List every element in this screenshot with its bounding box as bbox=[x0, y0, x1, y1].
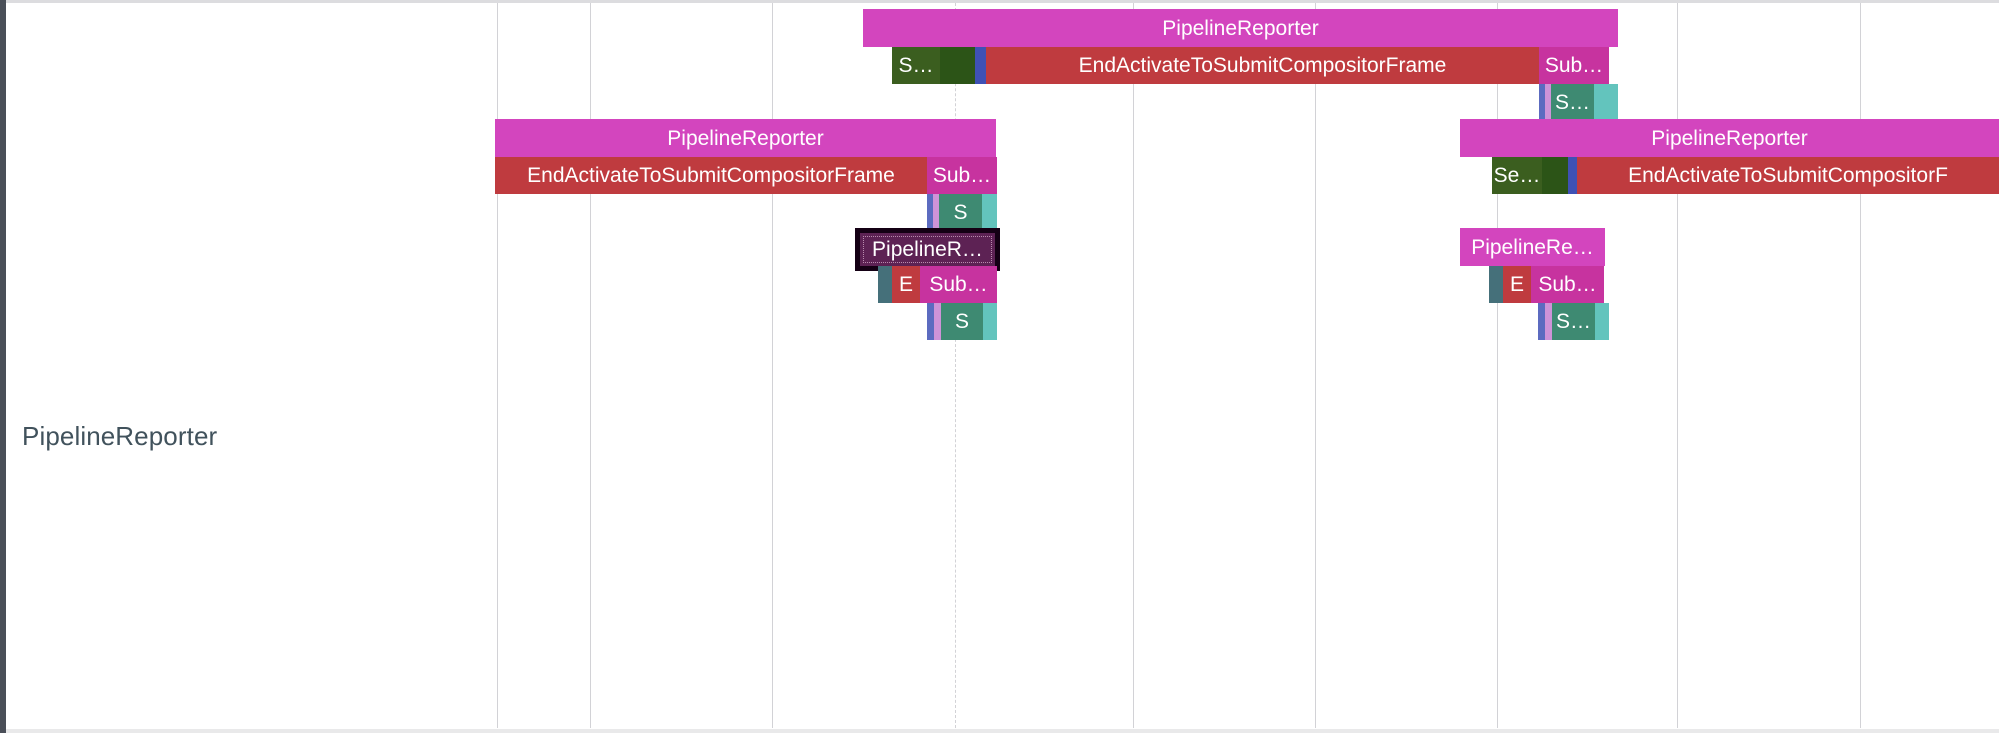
pipeline-reporter-bar[interactable]: PipelineRe… bbox=[1460, 228, 1605, 266]
submit-block[interactable]: Sub… bbox=[920, 266, 997, 303]
present-block[interactable] bbox=[1595, 303, 1609, 340]
submit-block[interactable]: Sub… bbox=[927, 157, 997, 194]
end-activate-to-submit-block[interactable]: EndActivateToSubmitCompositorFrame bbox=[495, 157, 927, 194]
gridline-8 bbox=[1860, 3, 1861, 728]
gridline-7 bbox=[1677, 3, 1678, 728]
gridline-2 bbox=[772, 3, 773, 728]
block-label: EndActivateToSubmitCompositorF bbox=[1628, 164, 1948, 187]
thin-phase-block-orchid[interactable] bbox=[1545, 84, 1551, 121]
submit-block[interactable]: Sub… bbox=[1539, 47, 1609, 84]
block-label: S… bbox=[898, 54, 934, 77]
swap-block[interactable]: S bbox=[941, 303, 983, 340]
left-rail bbox=[0, 0, 6, 733]
send-begin-main-frame-block-2[interactable] bbox=[1542, 157, 1568, 194]
thin-phase-block-slate[interactable] bbox=[1489, 266, 1503, 303]
gridline-1 bbox=[590, 3, 591, 728]
block-label: Sub… bbox=[1538, 273, 1597, 296]
bottom-edge-divider bbox=[6, 729, 1999, 733]
thin-phase-block-violet[interactable] bbox=[927, 303, 934, 340]
gridline-3 bbox=[955, 3, 956, 728]
send-begin-main-frame-block[interactable]: Se… bbox=[1492, 157, 1542, 194]
thin-phase-block-violet[interactable] bbox=[1539, 84, 1545, 121]
block-label: PipelineRe… bbox=[1471, 235, 1594, 259]
gridline-0 bbox=[497, 3, 498, 728]
swap-block[interactable]: S… bbox=[1552, 303, 1595, 340]
submit-block[interactable]: Sub… bbox=[1531, 266, 1604, 303]
end-activate-to-submit-block[interactable]: E bbox=[1503, 266, 1531, 303]
thin-phase-block-orchid[interactable] bbox=[934, 303, 941, 340]
thin-phase-block-slate[interactable] bbox=[878, 266, 892, 303]
gridline-5 bbox=[1315, 3, 1316, 728]
swap-block[interactable]: S bbox=[939, 194, 982, 231]
present-block[interactable] bbox=[982, 194, 997, 231]
block-label: E bbox=[1509, 273, 1524, 296]
block-label: Sub… bbox=[1544, 54, 1604, 77]
thin-phase-block-blue[interactable] bbox=[975, 47, 986, 84]
block-label: PipelineReporter bbox=[667, 126, 824, 150]
block-label: PipelineReporter bbox=[1651, 126, 1808, 150]
block-label: Sub… bbox=[932, 164, 992, 187]
block-label: S… bbox=[1555, 310, 1591, 333]
end-activate-to-submit-block[interactable]: EndActivateToSubmitCompositorF bbox=[1577, 157, 1999, 194]
gridline-4 bbox=[1133, 3, 1134, 728]
track-label: PipelineReporter bbox=[22, 421, 218, 451]
end-activate-to-submit-block[interactable]: EndActivateToSubmitCompositorFrame bbox=[986, 47, 1539, 84]
block-label: S… bbox=[1554, 91, 1590, 114]
submit-compositor-frame-block-2[interactable] bbox=[940, 47, 975, 84]
block-label: EndActivateToSubmitCompositorFrame bbox=[527, 164, 895, 187]
block-label: PipelineReporter bbox=[1162, 16, 1319, 40]
thin-phase-block-orchid[interactable] bbox=[1545, 303, 1552, 340]
top-edge-divider bbox=[6, 0, 1999, 3]
thin-phase-block-orchid[interactable] bbox=[933, 194, 939, 231]
block-label: Sub… bbox=[929, 273, 988, 296]
block-label: EndActivateToSubmitCompositorFrame bbox=[1078, 54, 1447, 77]
swap-block[interactable]: S… bbox=[1551, 84, 1594, 121]
end-activate-to-submit-block[interactable]: E bbox=[892, 266, 920, 303]
pipeline-reporter-bar-selected[interactable]: PipelineR… bbox=[855, 228, 1000, 271]
block-label: E bbox=[898, 273, 913, 296]
block-label: Se… bbox=[1493, 164, 1541, 187]
thin-phase-block-violet[interactable] bbox=[927, 194, 933, 231]
thin-phase-block-violet[interactable] bbox=[1538, 303, 1545, 340]
pipeline-reporter-bar[interactable]: PipelineReporter bbox=[863, 9, 1618, 47]
present-block[interactable] bbox=[1594, 84, 1618, 121]
pipeline-reporter-bar[interactable]: PipelineReporter bbox=[495, 119, 996, 157]
thin-phase-block-blue[interactable] bbox=[1568, 157, 1577, 194]
block-label: S bbox=[953, 201, 968, 224]
gridline-6 bbox=[1497, 3, 1498, 728]
pipeline-reporter-bar[interactable]: PipelineReporter bbox=[1460, 119, 1999, 157]
selection-inner: PipelineR… bbox=[860, 233, 995, 266]
submit-compositor-frame-block[interactable]: S… bbox=[892, 47, 940, 84]
block-label: PipelineR… bbox=[872, 238, 983, 261]
block-label: S bbox=[954, 310, 969, 333]
present-block[interactable] bbox=[983, 303, 997, 340]
